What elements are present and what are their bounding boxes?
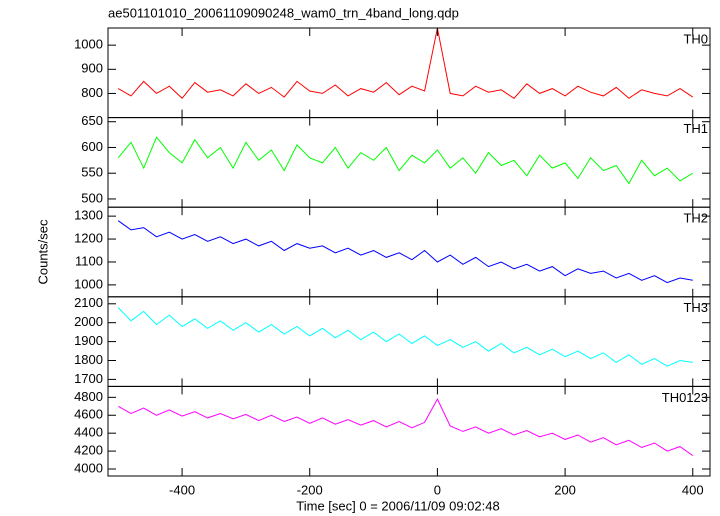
y-tick-label: 4000 [74,460,103,475]
chart-title: ae501101010_20061109090248_wam0_trn_4ban… [108,5,459,20]
data-line [117,136,694,185]
y-tick-label: 1300 [74,208,103,223]
data-line [117,307,693,367]
y-tick-label: 1800 [74,352,103,367]
panel-frame [107,385,711,477]
data-line [117,398,694,457]
y-tick-label: 1200 [74,230,103,245]
x-tick-label: -400 [169,482,195,497]
x-tick-label: -200 [297,482,323,497]
y-tick-label: 1000 [74,276,103,291]
y-tick-label: 650 [81,113,103,128]
x-tick-label: 200 [554,482,576,497]
x-tick-label: 0 [434,482,441,497]
y-tick-label: 500 [81,190,103,205]
x-axis-label: Time [sec] 0 = 2006/11/09 09:02:48 [296,498,499,513]
panel-label: TH0123 [662,390,708,405]
y-tick-label: 600 [81,139,103,154]
panel-label: TH1 [683,121,708,136]
y-tick-label: 2000 [74,314,103,329]
data-line [117,220,693,284]
y-tick-label: 2100 [74,295,103,310]
data-line [117,28,694,100]
y-tick-label: 800 [81,85,103,100]
y-tick-label: 4600 [74,407,103,422]
y-tick-label: 550 [81,165,103,180]
y-tick-label: 1700 [74,371,103,386]
panel-label: TH3 [683,300,708,315]
y-tick-label: 4200 [74,443,103,458]
x-tick-label: 400 [682,482,704,497]
y-tick-label: 4800 [74,389,103,404]
panel-label: TH0 [683,31,708,46]
y-tick-label: 1000 [74,37,103,52]
y-axis-label: Counts/sec [35,219,50,285]
y-tick-label: 1100 [75,253,103,268]
y-tick-label: 900 [81,61,103,76]
y-tick-label: 1900 [74,333,103,348]
panel-label: TH2 [683,211,708,226]
y-tick-label: 4400 [74,425,103,440]
